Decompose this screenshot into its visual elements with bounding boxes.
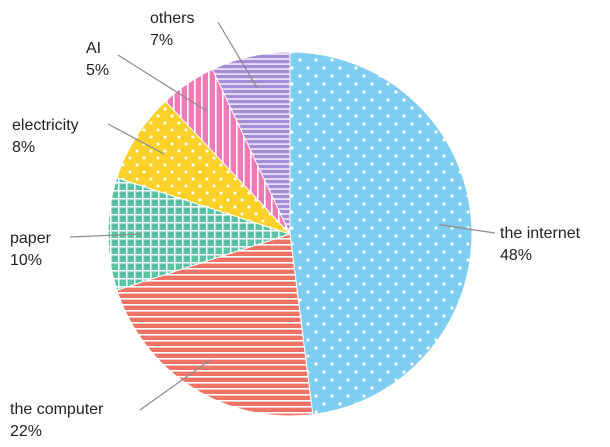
slice-percent: 7% (150, 32, 173, 49)
leader-line (69, 233, 141, 238)
slice-label-paper: paper 10% (10, 230, 52, 269)
slice-name: others (150, 10, 194, 27)
leader-line (438, 224, 496, 234)
leader-line (217, 21, 258, 89)
leader-line (139, 359, 211, 411)
slice-label-the-computer: the computer 22% (10, 401, 104, 440)
pie-slice-electricity (116, 100, 291, 235)
leader-line (107, 123, 165, 155)
slice-name: AI (86, 40, 101, 57)
slice-name: the internet (500, 225, 581, 242)
slice-name: electricity (12, 117, 79, 134)
slice-label-the-internet: the internet 48% (500, 225, 581, 264)
slice-percent: 22% (10, 423, 42, 440)
slice-name: paper (10, 230, 52, 247)
pie-slice-the-internet (289, 51, 473, 416)
slice-percent: 10% (10, 252, 42, 269)
slice-label-ai: AI 5% (86, 40, 109, 79)
pie-slice-paper (107, 177, 292, 291)
slice-name: the computer (10, 401, 104, 418)
leader-line (117, 54, 207, 112)
slice-label-electricity: electricity 8% (12, 117, 79, 156)
slice-percent: 8% (12, 139, 35, 156)
slice-percent: 5% (86, 62, 109, 79)
pie-slice-others (211, 51, 291, 235)
slice-percent: 48% (500, 247, 532, 264)
pie-slice-the-computer (116, 233, 314, 417)
slice-label-others: others 7% (150, 10, 194, 49)
